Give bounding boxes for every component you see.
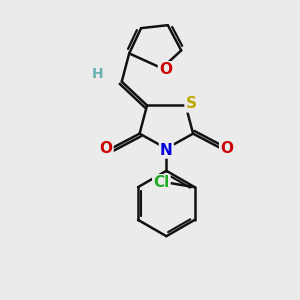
Text: Cl: Cl <box>153 175 170 190</box>
Text: O: O <box>100 141 112 156</box>
Text: N: N <box>160 142 173 158</box>
Text: O: O <box>220 141 233 156</box>
Text: O: O <box>159 62 172 77</box>
Text: S: S <box>185 96 197 111</box>
Text: H: H <box>92 67 104 81</box>
